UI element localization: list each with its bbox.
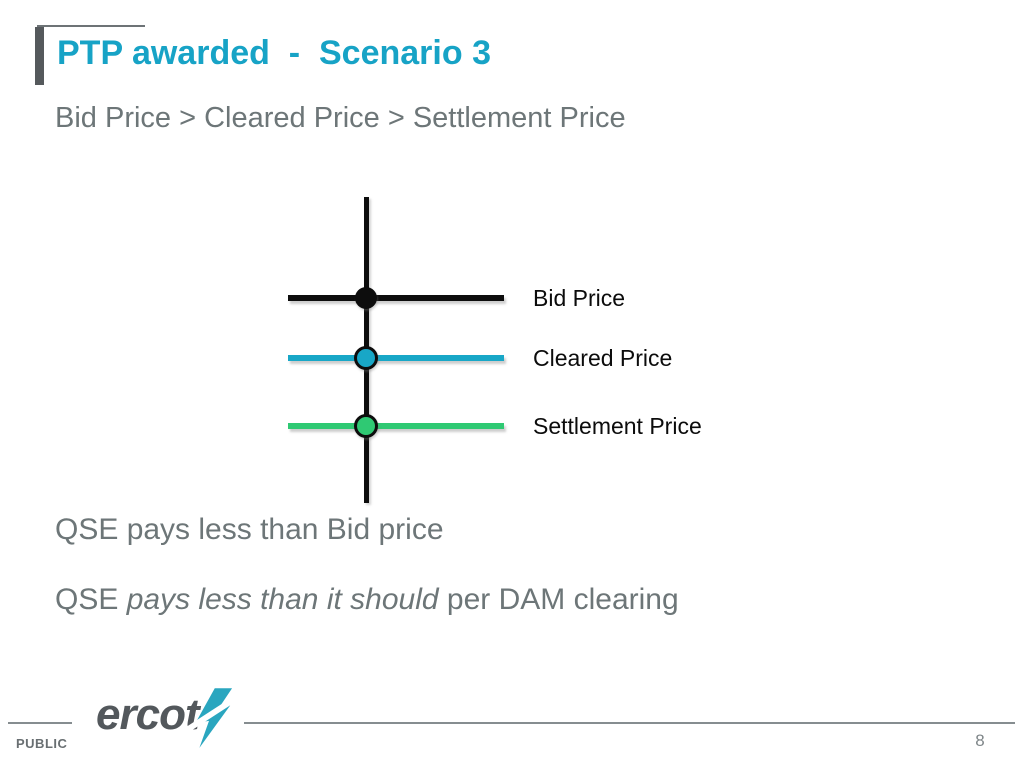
page-title: PTP awarded - Scenario 3 <box>57 34 491 72</box>
bid-price-label: Bid Price <box>533 285 626 311</box>
cleared-price-label: Cleared Price <box>533 345 673 371</box>
conclusion-line-2-suffix: per DAM clearing <box>438 583 679 616</box>
footer-divider-left <box>8 722 72 724</box>
bid-price-line <box>288 295 504 301</box>
public-classification-label: PUBLIC <box>16 736 68 751</box>
slide-subtitle: Bid Price > Cleared Price > Settlement P… <box>55 102 626 134</box>
ercot-logo: ercot <box>96 688 239 750</box>
lightning-bolt-icon <box>182 688 239 750</box>
conclusion-line-2-italic: pays less than it should <box>126 583 439 616</box>
conclusion-line-2: QSE pays less than it should per DAM cle… <box>55 583 679 617</box>
page-number: 8 <box>975 731 985 750</box>
cleared-price-line <box>288 355 504 361</box>
title-top-rule <box>37 25 145 27</box>
conclusion-line-1: QSE pays less than Bid price <box>55 513 444 546</box>
settlement-price-dot <box>354 414 378 438</box>
footer-divider-right <box>244 722 1015 724</box>
settlement-price-label: Settlement Price <box>533 413 702 439</box>
settlement-price-line <box>288 423 504 429</box>
ercot-logo-text: ercot <box>96 690 200 739</box>
conclusion-line-2-prefix: QSE <box>55 583 127 616</box>
title-accent-bar <box>35 27 44 85</box>
cleared-price-dot <box>354 346 378 370</box>
bid-price-dot <box>355 287 377 309</box>
